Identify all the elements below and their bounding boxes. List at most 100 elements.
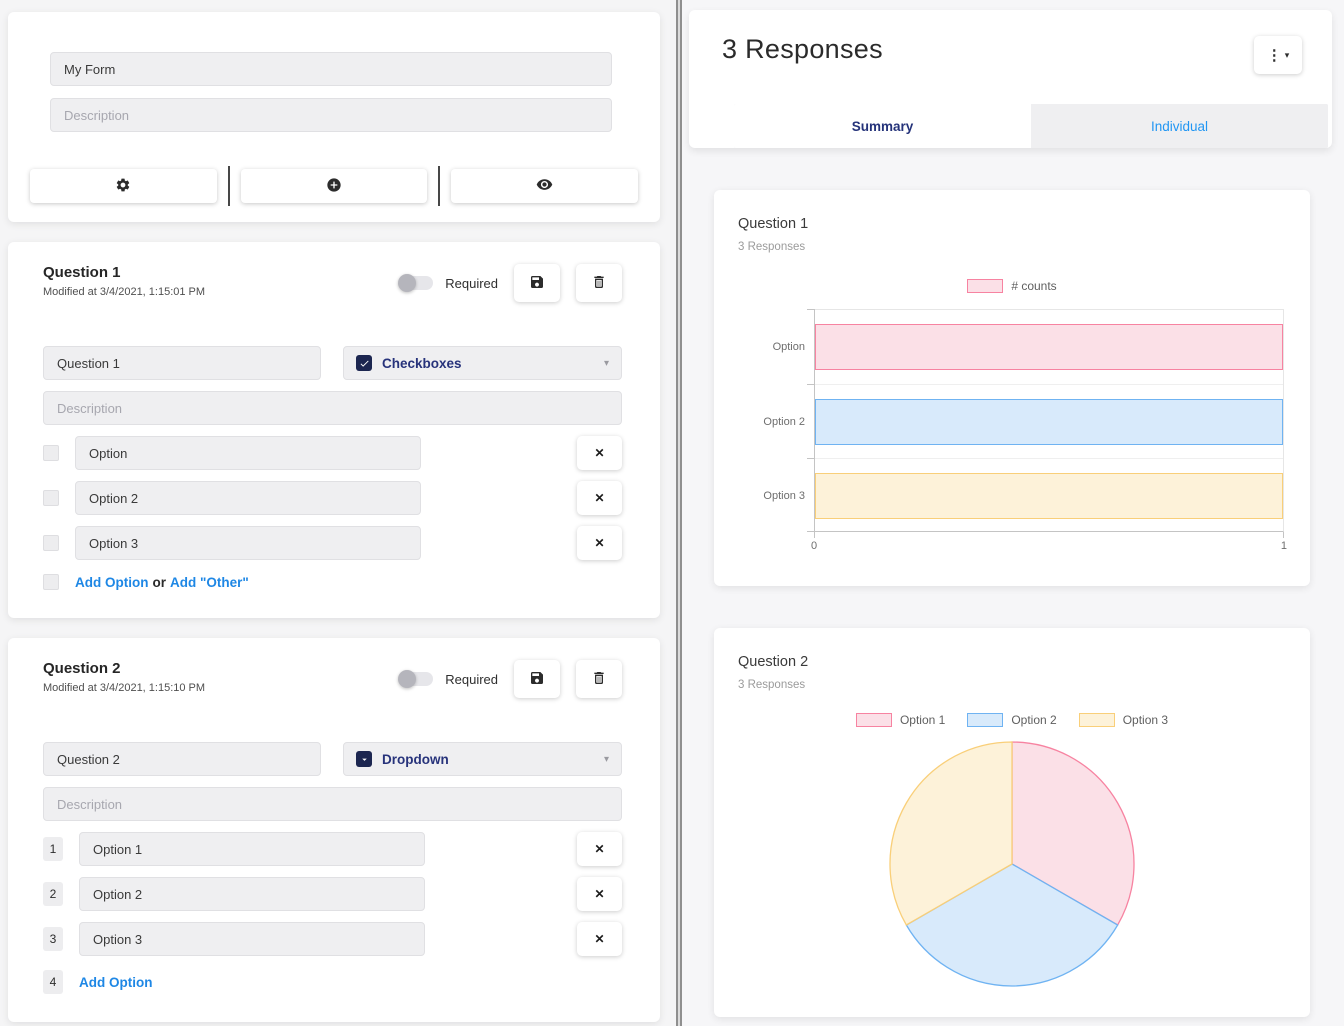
question-text-input[interactable]: [43, 346, 321, 380]
remove-option-button[interactable]: ✕: [577, 526, 622, 560]
legend-item: Option 3: [1078, 713, 1168, 727]
remove-option-button[interactable]: ✕: [577, 436, 622, 470]
pie-slice[interactable]: [1011, 741, 1135, 926]
question-title: Question 1: [43, 264, 121, 281]
add-question-button[interactable]: [240, 169, 428, 203]
bar-option-3[interactable]: [815, 473, 1283, 519]
trash-icon: [591, 670, 607, 689]
toggle-knob: [398, 670, 417, 688]
responses-header-card: 3 Responses ⋮ ▾ Summary Individual: [689, 10, 1332, 148]
checkbox-type-icon: [356, 355, 372, 371]
question-modified-timestamp: Modified at 3/4/2021, 1:15:10 PM: [43, 682, 206, 694]
chart-title: Question 2: [738, 654, 809, 670]
add-option-row: Add Option or Add "Other": [43, 574, 622, 590]
question-type-select[interactable]: Dropdown ▾: [343, 742, 622, 776]
eye-icon: [536, 176, 553, 196]
responses-tabs: Summary Individual: [734, 104, 1328, 148]
remove-option-button[interactable]: ✕: [577, 922, 622, 956]
question-text-input[interactable]: [43, 742, 321, 776]
option-row: ✕: [43, 481, 622, 515]
pie-slice[interactable]: [905, 863, 1119, 987]
option-row: ✕: [43, 526, 622, 560]
form-toolbar: [8, 166, 660, 206]
form-title-input[interactable]: [50, 52, 612, 86]
legend-item: Option 2: [967, 713, 1057, 727]
remove-option-button[interactable]: ✕: [577, 877, 622, 911]
y-axis-tick: [807, 384, 815, 385]
legend-swatch: [855, 713, 892, 727]
pie-chart-svg[interactable]: [887, 739, 1137, 989]
pie-chart-legend: Option 1 Option 2 Option 3: [738, 713, 1286, 727]
question-type-label: Checkboxes: [382, 355, 462, 371]
y-axis-tick: [807, 531, 815, 532]
option-checkbox: [43, 574, 59, 590]
question-description-input[interactable]: [43, 391, 622, 425]
option-checkbox[interactable]: [43, 535, 59, 551]
delete-question-button[interactable]: [576, 264, 622, 302]
form-header-card: [8, 12, 660, 222]
chevron-down-icon: ▾: [603, 357, 609, 369]
add-option-link[interactable]: Add Option: [75, 574, 149, 590]
panel-divider[interactable]: [676, 0, 682, 1026]
question-card-2: Question 2 Modified at 3/4/2021, 1:15:10…: [8, 638, 660, 1022]
trash-icon: [591, 274, 607, 293]
option-checkbox[interactable]: [43, 490, 59, 506]
close-icon: ✕: [594, 887, 605, 901]
option-input[interactable]: [75, 526, 421, 560]
question-card-1: Question 1 Modified at 3/4/2021, 1:15:01…: [8, 242, 660, 618]
summary-card-question-2: Question 2 3 Responses Option 1 Option 2…: [714, 628, 1310, 1017]
close-icon: ✕: [594, 491, 605, 505]
tab-individual[interactable]: Individual: [1031, 104, 1328, 148]
remove-option-button[interactable]: ✕: [577, 832, 622, 866]
delete-question-button[interactable]: [576, 660, 622, 698]
option-input[interactable]: [75, 481, 421, 515]
option-number: 3: [43, 927, 63, 951]
chart-response-count: 3 Responses: [738, 679, 806, 691]
add-other-link[interactable]: Add "Other": [169, 574, 249, 590]
option-input[interactable]: [79, 877, 425, 911]
form-settings-button[interactable]: [30, 169, 217, 203]
pie-slice[interactable]: [889, 741, 1013, 926]
required-label: Required: [445, 671, 498, 687]
remove-option-button[interactable]: ✕: [577, 481, 622, 515]
x-axis-tick: [1283, 532, 1284, 538]
legend-swatch: [1078, 713, 1115, 727]
bar-option[interactable]: [815, 324, 1283, 370]
option-checkbox[interactable]: [43, 445, 59, 461]
toolbar-separator: [227, 166, 230, 206]
required-toggle[interactable]: [398, 670, 434, 688]
plus-circle-icon: [326, 177, 342, 196]
question-description-input[interactable]: [43, 787, 622, 821]
option-row: 3 ✕: [43, 922, 622, 956]
option-input[interactable]: [79, 832, 425, 866]
option-input[interactable]: [75, 436, 421, 470]
close-icon: ✕: [594, 446, 605, 460]
chevron-down-icon: ▾: [1284, 49, 1290, 60]
y-axis-tick: [807, 309, 815, 310]
save-question-button[interactable]: [514, 660, 560, 698]
option-input[interactable]: [79, 922, 425, 956]
bar-chart-legend: # counts: [738, 279, 1286, 293]
bar-row: Option: [773, 310, 1283, 384]
save-question-button[interactable]: [514, 264, 560, 302]
form-editor-panel: Question 1 Modified at 3/4/2021, 1:15:01…: [8, 12, 660, 1022]
legend-label: # counts: [1011, 279, 1057, 293]
y-axis-tick: [807, 458, 815, 459]
category-label: Option 2: [763, 415, 805, 428]
responses-panel: 3 Responses ⋮ ▾ Summary Individual Quest…: [682, 0, 1344, 1026]
x-tick-label: 1: [1280, 540, 1287, 552]
preview-form-button[interactable]: [451, 169, 639, 203]
tab-summary[interactable]: Summary: [734, 104, 1031, 148]
close-icon: ✕: [594, 932, 605, 946]
bar-row: Option 3: [763, 458, 1283, 532]
bar-option-2[interactable]: [815, 399, 1283, 445]
bar-row: Option 2: [763, 384, 1283, 458]
question-type-label: Dropdown: [382, 751, 449, 767]
required-toggle[interactable]: [398, 274, 434, 292]
responses-title: 3 Responses: [722, 34, 883, 64]
save-icon: [529, 274, 545, 293]
form-description-input[interactable]: [50, 98, 612, 132]
responses-menu-button[interactable]: ⋮ ▾: [1254, 36, 1302, 74]
question-type-select[interactable]: Checkboxes ▾: [343, 346, 622, 380]
add-option-link[interactable]: Add Option: [79, 974, 153, 990]
